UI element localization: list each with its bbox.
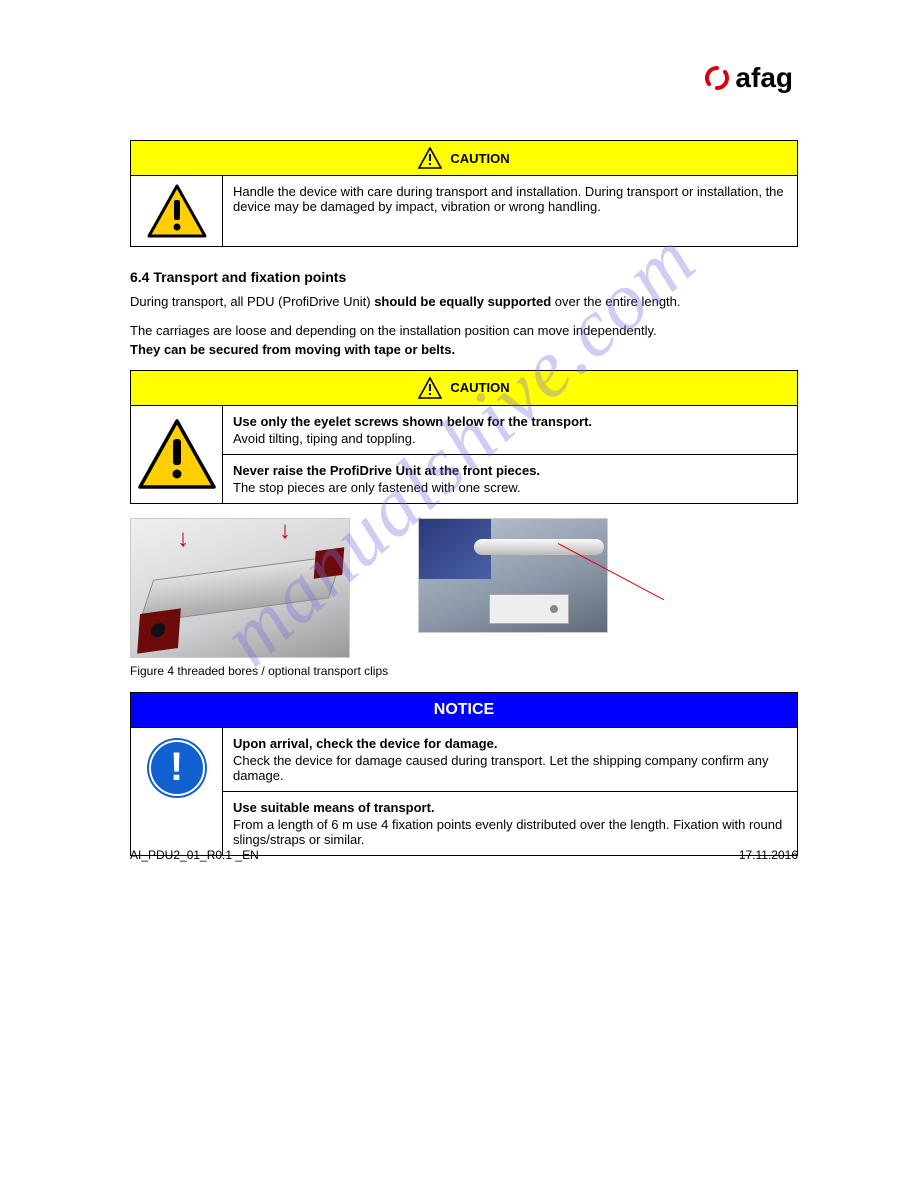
page: afag manualshive.com CAUTION	[0, 0, 918, 896]
end-cap-left	[137, 608, 181, 653]
caution-header: CAUTION	[131, 371, 797, 406]
notice-row: Use suitable means of transport. From a …	[223, 791, 797, 855]
notice-icon-cell: !	[131, 728, 223, 855]
notice-rows: Upon arrival, check the device for damag…	[223, 728, 797, 855]
text-bold: They can be secured from moving with tap…	[130, 341, 798, 360]
company-logo: afag	[703, 62, 793, 94]
caution-body: Handle the device with care during trans…	[131, 176, 797, 246]
footer-right: 17.11.2016	[739, 848, 798, 862]
caution-box-1: CAUTION Handle the device with care duri…	[130, 140, 798, 247]
caution-body: Use only the eyelet screws shown below f…	[131, 406, 797, 503]
product-image-a: ↓ ↓	[130, 518, 350, 658]
paragraph: During transport, all PDU (ProfiDrive Un…	[130, 293, 798, 312]
page-content: CAUTION Handle the device with care duri…	[130, 140, 798, 856]
caution-row: Use only the eyelet screws shown below f…	[223, 406, 797, 454]
text-fragment: The carriages are loose and depending on…	[130, 323, 657, 338]
figure-right	[418, 518, 608, 633]
arrow-down-icon: ↓	[177, 525, 189, 553]
text-fragment: During transport, all PDU (ProfiDrive Un…	[130, 294, 374, 309]
caution-box-2: CAUTION Use only the eyelet screws shown…	[130, 370, 798, 504]
tube-shape	[474, 539, 604, 555]
caution-row: Never raise the ProfiDrive Unit at the f…	[223, 454, 797, 503]
notice-row: Upon arrival, check the device for damag…	[223, 728, 797, 791]
row-bold: Use only the eyelet screws shown below f…	[233, 414, 787, 429]
row-bold: Use suitable means of transport.	[233, 800, 787, 815]
clip-shape	[489, 594, 569, 624]
warning-triangle-icon	[138, 419, 216, 489]
caution-header: CAUTION	[131, 141, 797, 176]
warning-triangle-icon	[147, 184, 207, 238]
notice-body: ! Upon arrival, check the device for dam…	[131, 728, 797, 855]
footer-left: AI_PDU2_01_R0.1 _EN	[130, 848, 259, 862]
notice-header: NOTICE	[131, 693, 797, 728]
arrow-down-icon: ↓	[279, 517, 291, 545]
row-text: The stop pieces are only fastened with o…	[233, 480, 521, 495]
section-heading: 6.4 Transport and fixation points	[130, 269, 798, 285]
row-text: From a length of 6 m use 4 fixation poin…	[233, 817, 782, 847]
row-text: Check the device for damage caused durin…	[233, 753, 768, 783]
logo-text: afag	[735, 62, 793, 94]
warning-triangle-icon	[418, 377, 442, 399]
figure-row: ↓ ↓ Figure 4 threaded bores / optional t…	[130, 518, 798, 678]
row-bold: Never raise the ProfiDrive Unit at the f…	[233, 463, 787, 478]
mandatory-action-icon: !	[149, 740, 205, 796]
product-image-b	[418, 518, 608, 633]
page-footer: AI_PDU2_01_R0.1 _EN 17.11.2016	[130, 848, 798, 862]
logo-mark-icon	[703, 64, 731, 92]
row-text: Avoid tilting, tiping and toppling.	[233, 431, 416, 446]
end-cap-right	[314, 547, 345, 579]
text-bold: should be equally supported	[374, 294, 551, 309]
row-bold: Upon arrival, check the device for damag…	[233, 736, 787, 751]
figure-caption: Figure 4 threaded bores / optional trans…	[130, 664, 388, 678]
paragraph: The carriages are loose and depending on…	[130, 322, 798, 360]
caution-icon-cell	[131, 406, 223, 503]
figure-left: ↓ ↓ Figure 4 threaded bores / optional t…	[130, 518, 388, 678]
caution-rows: Handle the device with care during trans…	[223, 176, 797, 246]
caution-icon-cell	[131, 176, 223, 246]
caution-rows: Use only the eyelet screws shown below f…	[223, 406, 797, 503]
caution-text: Handle the device with care during trans…	[223, 176, 797, 222]
warning-triangle-icon	[418, 147, 442, 169]
caution-title: CAUTION	[450, 151, 509, 166]
text-fragment: over the entire length.	[551, 294, 680, 309]
notice-box: NOTICE ! Upon arrival, check the device …	[130, 692, 798, 856]
caution-title: CAUTION	[450, 380, 509, 395]
